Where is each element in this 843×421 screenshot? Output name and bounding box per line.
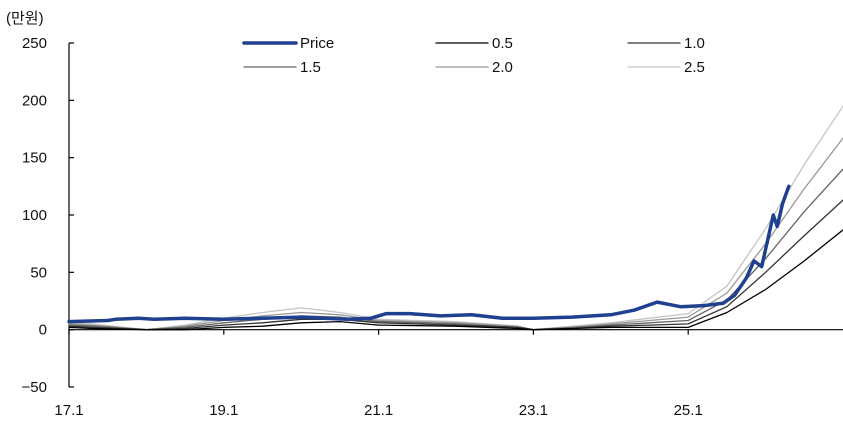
x-tick-label: 17.1 <box>54 402 83 419</box>
legend: Price 0.5 1.0 1.5 2.0 2.5 <box>242 35 705 76</box>
y-axis: −50 0 50 100 150 200 250 <box>22 35 74 396</box>
y-tick-label: 0 <box>39 322 47 339</box>
series-line-2-5 <box>68 105 843 331</box>
x-tick-label: 21.1 <box>364 402 393 419</box>
legend-label: Price <box>300 35 334 52</box>
legend-label: 1.5 <box>300 59 321 76</box>
y-tick-label: 100 <box>22 207 47 224</box>
legend-item-1-0: 1.0 <box>627 35 705 52</box>
legend-label: 2.5 <box>684 59 705 76</box>
y-tick-label: 250 <box>22 35 47 52</box>
legend-label: 1.0 <box>684 35 705 52</box>
legend-item-1-5: 1.5 <box>243 59 321 76</box>
y-tick-label: 150 <box>22 150 47 167</box>
y-tick-label: 200 <box>22 92 47 109</box>
legend-label: 2.0 <box>492 59 513 76</box>
series-line-1-5 <box>68 168 843 331</box>
y-tick-label: 50 <box>30 264 47 281</box>
legend-label: 0.5 <box>492 35 513 52</box>
series-line-1-0 <box>68 199 843 331</box>
x-tick-label: 19.1 <box>209 402 238 419</box>
x-axis: 17.1 19.1 21.1 23.1 25.1 <box>54 329 843 419</box>
series-line-2-0 <box>68 137 843 331</box>
legend-item-2-0: 2.0 <box>435 59 513 76</box>
legend-item-0-5: 0.5 <box>435 35 513 52</box>
x-tick-label: 25.1 <box>674 402 703 419</box>
x-tick-label: 23.1 <box>519 402 548 419</box>
series-line-price <box>67 184 791 324</box>
y-tick-label: −50 <box>22 379 47 396</box>
legend-item-price: Price <box>242 35 334 52</box>
series-layer <box>67 105 843 331</box>
legend-item-2-5: 2.5 <box>627 59 705 76</box>
series-line-0-5 <box>68 229 843 331</box>
y-unit-label: (만원) <box>6 10 44 27</box>
